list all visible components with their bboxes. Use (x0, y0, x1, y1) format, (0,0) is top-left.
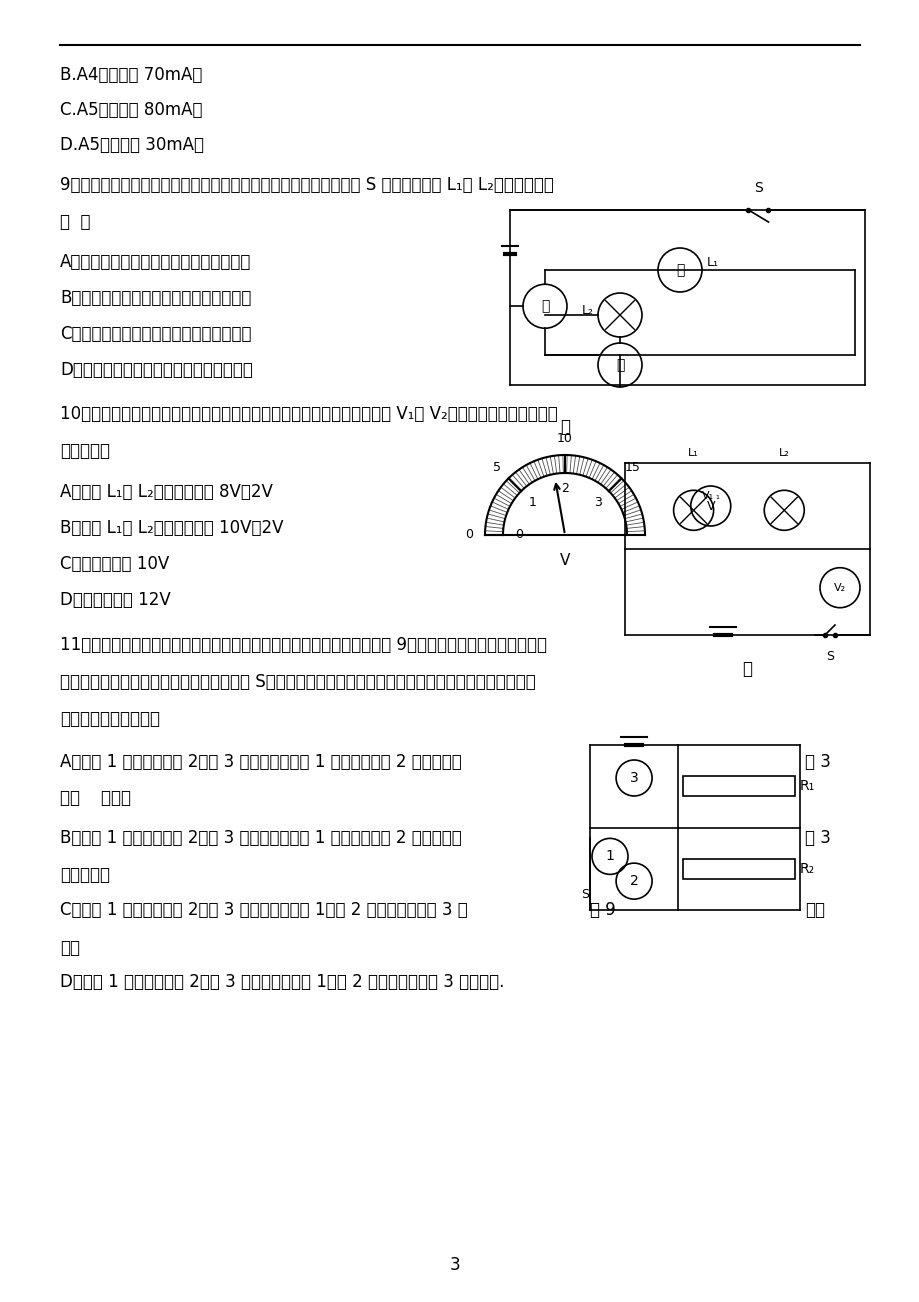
Text: 2: 2 (561, 483, 568, 496)
Text: D．电源电压是 12V: D．电源电压是 12V (60, 591, 171, 609)
Text: L₁: L₁ (687, 448, 698, 458)
Text: 甲: 甲 (540, 299, 549, 314)
Text: L₂: L₂ (778, 448, 789, 458)
Text: 0: 0 (464, 529, 472, 542)
Text: 数变: 数变 (804, 901, 824, 919)
Text: B.A4的读数是 70mA；: B.A4的读数是 70mA； (60, 66, 202, 85)
Text: 乙: 乙 (560, 418, 570, 436)
Text: 15: 15 (624, 461, 641, 474)
Text: 2: 2 (629, 874, 638, 888)
Text: 表 3: 表 3 (804, 829, 830, 848)
Text: 表 3: 表 3 (804, 753, 830, 771)
Text: 1: 1 (605, 849, 614, 863)
Text: R₂: R₂ (800, 862, 814, 876)
Text: 乙: 乙 (675, 263, 684, 277)
Text: 3: 3 (593, 496, 601, 509)
Text: B．若表 1 为电压表，表 2、表 3 为电流表，则表 1 示数不变，表 2 示数变小，: B．若表 1 为电压表，表 2、表 3 为电流表，则表 1 示数不变，表 2 示… (60, 829, 461, 848)
Text: C．若表 1 为电流表，表 2、表 3 为电压表，则表 1、表 2 示数均不变，表 3 示: C．若表 1 为电流表，表 2、表 3 为电压表，则表 1、表 2 示数均不变，… (60, 901, 467, 919)
Text: 9、如图所示，选择合适的电表符号填入电路空缺处，要求：当开关 S 闭合后，灯泡 L₁和 L₂正常发光，则: 9、如图所示，选择合适的电表符号填入电路空缺处，要求：当开关 S 闭合后，灯泡 … (60, 176, 553, 194)
Text: 1: 1 (528, 496, 536, 509)
Text: （  ）: （ ） (60, 214, 90, 230)
Text: S: S (825, 650, 834, 663)
Text: 3: 3 (449, 1256, 460, 1273)
Text: A．灯泡 L₁和 L₂的电压分别是 8V、2V: A．灯泡 L₁和 L₂的电压分别是 8V、2V (60, 483, 273, 501)
Text: 甲: 甲 (742, 660, 752, 678)
Text: L₁: L₁ (706, 255, 719, 268)
Text: V₂: V₂ (833, 583, 845, 592)
Text: S: S (581, 888, 588, 901)
Text: S: S (754, 181, 762, 195)
Text: 小；: 小； (60, 939, 80, 957)
Text: ₁: ₁ (715, 491, 719, 501)
Text: C．电源电压是 10V: C．电源电压是 10V (60, 555, 169, 573)
Text: C.A5的读数是 80mA；: C.A5的读数是 80mA； (60, 102, 202, 118)
Text: A．甲为电流表，乙为电压表，丙为电流表: A．甲为电流表，乙为电压表，丙为电流表 (60, 253, 251, 271)
Text: B．灯泡 L₁和 L₂的电压分别是 10V、2V: B．灯泡 L₁和 L₂的电压分别是 10V、2V (60, 519, 283, 536)
Text: D．若表 1 为电流表，表 2、表 3 为电压表，则表 1、表 2 示数均变小，表 3 示数不变.: D．若表 1 为电流表，表 2、表 3 为电压表，则表 1、表 2 示数均变小，… (60, 973, 504, 991)
Text: C．甲为电压表，乙为电压表，丙为电流表: C．甲为电压表，乙为电压表，丙为电流表 (60, 326, 251, 342)
Text: D.A5的读数是 30mA。: D.A5的读数是 30mA。 (60, 135, 204, 154)
Text: 11、小明同学为了探究串、并联电路中电流、电压的变化特点，他按照图 9所示电路图连接实验电路。实验: 11、小明同学为了探究串、并联电路中电流、电压的变化特点，他按照图 9所示电路图… (60, 635, 547, 654)
Text: 示数    变大；: 示数 变大； (60, 789, 130, 807)
Bar (683, 776, 794, 797)
Text: 表示数的变化情况是：: 表示数的变化情况是： (60, 710, 160, 728)
Text: A．若表 1 为电压表，表 2、表 3 为电流表，则表 1 示数不变，表 2 示数变大，: A．若表 1 为电压表，表 2、表 3 为电流表，则表 1 示数不变，表 2 示… (60, 753, 461, 771)
Text: L₂: L₂ (582, 303, 594, 316)
Bar (683, 859, 794, 879)
Text: R₁: R₁ (800, 780, 814, 793)
Text: 3: 3 (629, 771, 638, 785)
Text: 丙: 丙 (615, 358, 623, 372)
Text: V₁: V₁ (701, 491, 713, 501)
Text: 示数不变；: 示数不变； (60, 866, 110, 884)
Text: D．甲为电压表，乙为电流表，丙为电流表: D．甲为电压表，乙为电流表，丙为电流表 (60, 361, 253, 379)
Text: 图 9: 图 9 (589, 901, 615, 919)
Text: 全一样，则: 全一样，则 (60, 441, 110, 460)
Text: 10: 10 (557, 432, 573, 445)
Text: 0: 0 (515, 529, 522, 542)
Text: V: V (706, 500, 714, 513)
Text: 10、小华组的同学们按图甲所示的电路进行实验，当开关闭合后，电压表 V₁和 V₂的指针位置如图乙所示完: 10、小华组的同学们按图甲所示的电路进行实验，当开关闭合后，电压表 V₁和 V₂… (60, 405, 557, 423)
Text: B．甲为电流表，乙为电压表，丙为电压表: B．甲为电流表，乙为电压表，丙为电压表 (60, 289, 251, 307)
Text: V: V (559, 553, 570, 568)
Text: 过程中，保持电源两端电压不变，闭合开关 S，将滑动变阻器的滑动触头从中点向右移动，由此引起三块电: 过程中，保持电源两端电压不变，闭合开关 S，将滑动变阻器的滑动触头从中点向右移动… (60, 673, 535, 691)
Text: 5: 5 (493, 461, 501, 474)
